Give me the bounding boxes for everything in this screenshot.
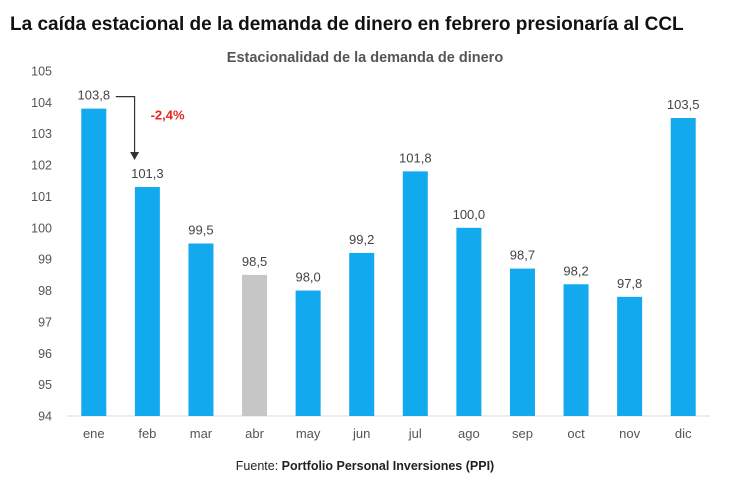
annotation-label: -2,4% — [151, 107, 185, 122]
x-tick-label-sep: sep — [512, 426, 533, 441]
x-tick-label-abr: abr — [245, 426, 264, 441]
x-tick-label-ago: ago — [458, 426, 480, 441]
data-label-jul: 101,8 — [399, 150, 432, 165]
headline: La caída estacional de la demanda de din… — [10, 14, 684, 35]
bar-ago — [456, 227, 482, 416]
y-tick-label: 94 — [38, 410, 52, 424]
data-label-mar: 99,5 — [188, 223, 213, 238]
annotation-arrowhead — [130, 152, 140, 161]
y-tick-label: 97 — [38, 315, 52, 329]
bar-mar — [188, 243, 214, 416]
data-label-sep: 98,7 — [510, 248, 535, 263]
x-tick-label-jun: jun — [352, 426, 370, 441]
y-tick-label: 100 — [31, 221, 52, 235]
x-tick-label-nov: nov — [619, 426, 640, 441]
y-tick-label: 103 — [31, 127, 52, 141]
bar-nov — [617, 296, 643, 416]
x-tick-label-may: may — [296, 426, 321, 441]
data-label-nov: 97,8 — [617, 276, 642, 291]
x-tick-label-dic: dic — [675, 426, 692, 441]
data-label-jun: 99,2 — [349, 232, 374, 247]
x-tick-label-ene: ene — [83, 426, 105, 441]
y-tick-label: 101 — [31, 190, 52, 204]
source-label: Fuente: — [235, 459, 279, 473]
bar-feb — [134, 187, 160, 416]
y-tick-label: 96 — [38, 347, 52, 361]
y-tick-label: 102 — [31, 159, 52, 173]
y-tick-label: 99 — [38, 253, 52, 267]
bar-abr — [242, 274, 268, 416]
y-tick-label: 104 — [31, 96, 52, 110]
data-label-dic: 103,5 — [667, 97, 700, 112]
data-label-ago: 100,0 — [453, 207, 486, 222]
bar-dic — [670, 118, 696, 416]
x-tick-label-jul: jul — [408, 426, 422, 441]
data-label-ene: 103,8 — [78, 88, 111, 103]
x-tick-label-feb: feb — [138, 426, 156, 441]
bar-oct — [563, 284, 589, 416]
chart-title: Estacionalidad de la demanda de dinero — [226, 50, 504, 66]
x-tick-label-mar: mar — [190, 426, 213, 441]
bar-sep — [509, 268, 535, 416]
data-label-may: 98,0 — [295, 270, 320, 285]
annotation-arrow-line — [115, 96, 136, 160]
bar-jun — [349, 252, 375, 416]
bar-ene — [81, 108, 107, 417]
y-tick-label: 105 — [31, 65, 52, 79]
data-label-abr: 98,5 — [242, 254, 267, 269]
source-name: Portfolio Personal Inversiones (PPI) — [281, 459, 495, 473]
source-note: Fuente: Portfolio Personal Inversiones (… — [0, 459, 730, 473]
bar-may — [295, 290, 321, 416]
x-tick-label-oct: oct — [567, 426, 585, 441]
data-label-feb: 101,3 — [131, 166, 164, 181]
y-tick-label: 98 — [38, 284, 52, 298]
bar-jul — [402, 171, 428, 416]
data-label-oct: 98,2 — [563, 263, 588, 278]
y-tick-label: 95 — [38, 378, 52, 392]
